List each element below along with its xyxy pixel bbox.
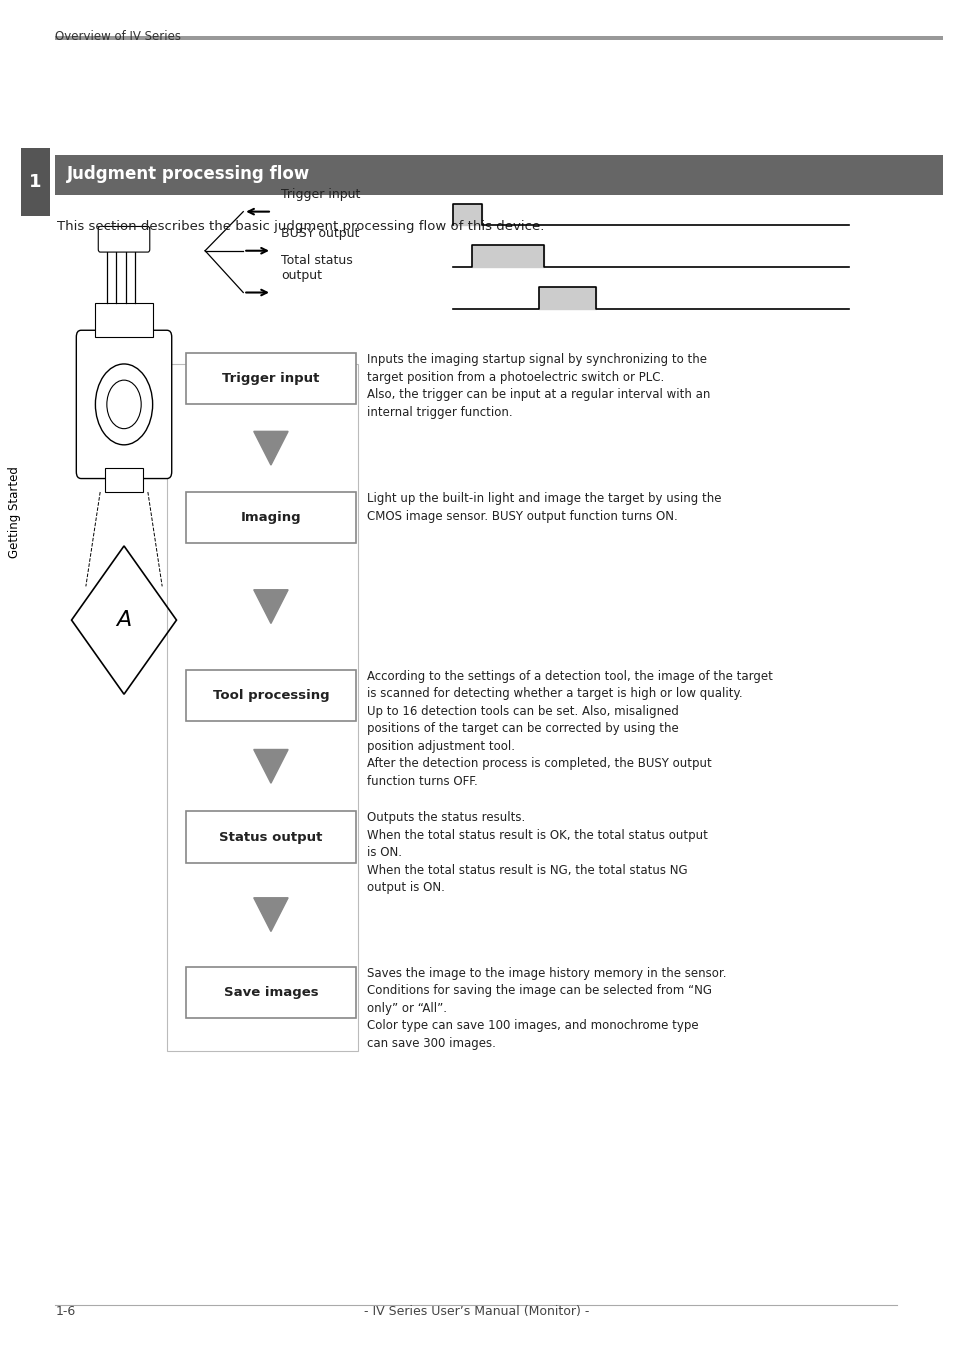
Text: Getting Started: Getting Started — [8, 466, 21, 558]
Text: Judgment processing flow: Judgment processing flow — [67, 164, 310, 183]
Text: Light up the built-in light and image the target by using the
CMOS image sensor.: Light up the built-in light and image th… — [367, 492, 721, 523]
Text: - IV Series User’s Manual (Monitor) -: - IV Series User’s Manual (Monitor) - — [364, 1305, 589, 1318]
Bar — [167, 364, 357, 1051]
Text: A: A — [116, 611, 132, 630]
Text: Total status
output: Total status output — [281, 253, 353, 282]
Polygon shape — [253, 749, 288, 783]
Text: BUSY output: BUSY output — [281, 226, 359, 240]
Bar — [105, 468, 143, 492]
FancyBboxPatch shape — [76, 330, 172, 479]
Text: 1-6: 1-6 — [55, 1305, 75, 1318]
Bar — [186, 353, 355, 404]
Bar — [186, 967, 355, 1018]
Text: Inputs the imaging startup signal by synchronizing to the
target position from a: Inputs the imaging startup signal by syn… — [367, 353, 710, 419]
Bar — [186, 670, 355, 721]
Text: Imaging: Imaging — [240, 511, 301, 524]
Text: Saves the image to the image history memory in the sensor.
Conditions for saving: Saves the image to the image history mem… — [367, 967, 726, 1050]
Text: This section describes the basic judgment processing flow of this device.: This section describes the basic judgmen… — [57, 220, 544, 233]
Text: Trigger input: Trigger input — [222, 372, 319, 386]
Polygon shape — [253, 898, 288, 931]
Bar — [55, 155, 942, 195]
Text: Overview of IV Series: Overview of IV Series — [55, 30, 181, 43]
Text: 1: 1 — [29, 173, 42, 191]
Text: Outputs the status results.
When the total status result is OK, the total status: Outputs the status results. When the tot… — [367, 811, 707, 895]
Polygon shape — [253, 431, 288, 465]
Bar — [21, 148, 50, 216]
Bar — [186, 811, 355, 863]
Text: Trigger input: Trigger input — [281, 187, 360, 201]
Bar — [55, 36, 942, 40]
FancyBboxPatch shape — [98, 226, 150, 252]
Bar — [95, 303, 152, 337]
Bar — [186, 492, 355, 543]
Text: Save images: Save images — [223, 985, 318, 999]
Text: According to the settings of a detection tool, the image of the target
is scanne: According to the settings of a detection… — [367, 670, 772, 789]
Text: Tool processing: Tool processing — [213, 689, 329, 702]
Text: Status output: Status output — [219, 830, 322, 844]
Polygon shape — [253, 590, 288, 623]
